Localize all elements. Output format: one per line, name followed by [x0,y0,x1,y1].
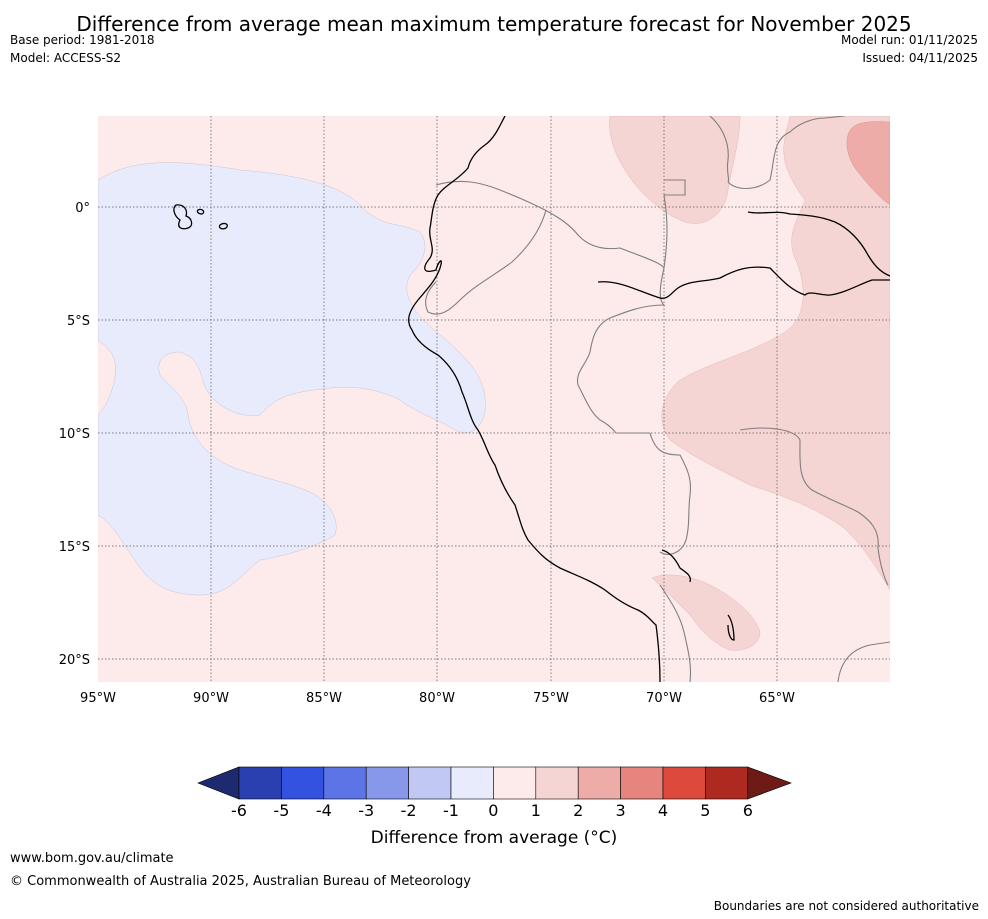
anomaly-region-1-to-2-east [661,116,890,591]
copyright-text: © Commonwealth of Australia 2025, Austra… [10,874,471,889]
country-borders [425,116,890,682]
x-tick-label: 90°W [193,691,229,706]
map-area [98,116,890,682]
chart-title: Difference from average mean maximum tem… [76,12,912,36]
x-tick-label: 80°W [419,691,455,706]
x-tick-label: 95°W [80,691,116,706]
colorbar-tick-label: -3 [358,801,374,820]
colorbar-tick-label: 2 [573,801,583,820]
colorbar-bin [281,766,325,800]
colorbar: -6 -5 -4 -3 -2 -1 0 1 2 3 4 5 6 [197,766,792,820]
x-tick-label: 75°W [533,691,569,706]
x-axis-ticks: 95°W 90°W 85°W 80°W 75°W 70°W 65°W [80,691,795,706]
colorbar-tick-label: 3 [616,801,626,820]
issued-text: Issued: 04/11/2025 [862,51,978,65]
colorbar-tick-label: 4 [658,801,668,820]
anomaly-region-1-to-2-north [609,116,741,224]
colorbar-tick-label: 5 [700,801,710,820]
colorbar-label: Difference from average (°C) [370,828,618,848]
colorbar-under-arrow [197,766,240,800]
meta-left: Base period: 1981-2018 Model: ACCESS-S2 [10,31,155,67]
colorbar-bin [705,766,749,800]
y-tick-label: 15°S [59,540,90,555]
anomaly-region-minus1-to-0 [98,162,486,596]
x-tick-label: 85°W [306,691,342,706]
disclaimer-text: Boundaries are not considered authoritat… [713,899,979,913]
y-axis-ticks: 0° 5°S 10°S 15°S 20°S [59,201,90,668]
y-tick-label: 5°S [67,314,90,329]
meta-right: Model run: 01/11/2025 Issued: 04/11/2025 [841,31,978,67]
y-tick-label: 20°S [59,653,90,668]
colorbar-bin [662,766,706,800]
colorbar-bin [577,766,621,800]
colorbar-bin [620,766,664,800]
colorbar-tick-label: 6 [743,801,753,820]
colorbar-tick-label: -1 [443,801,459,820]
gridlines [98,116,890,682]
colorbar-bin [535,766,579,800]
y-tick-label: 0° [75,201,90,216]
colorbar-bin [238,766,282,800]
colorbar-bin [450,766,494,800]
colorbar-bin [365,766,409,800]
colorbar-tick-label: -6 [231,801,247,820]
model-text: Model: ACCESS-S2 [10,51,122,65]
model-run-text: Model run: 01/11/2025 [840,33,978,47]
colorbar-over-arrow [747,766,792,800]
colorbar-tick-label: -2 [401,801,417,820]
x-tick-label: 70°W [646,691,682,706]
colorbar-tick-label: 0 [488,801,498,820]
colorbar-bin [323,766,367,800]
colorbar-tick-label: -4 [316,801,332,820]
coastline [173,116,890,682]
source-url: www.bom.gov.au/climate [10,851,174,866]
colorbar-bin [408,766,452,800]
base-period-text: Base period: 1981-2018 [10,33,155,47]
y-tick-label: 10°S [59,427,90,442]
x-tick-label: 65°W [759,691,795,706]
colorbar-tick-label: -5 [273,801,289,820]
colorbar-bin [493,766,537,800]
colorbar-tick-label: 1 [531,801,541,820]
anomaly-region-2-to-3 [846,121,890,206]
